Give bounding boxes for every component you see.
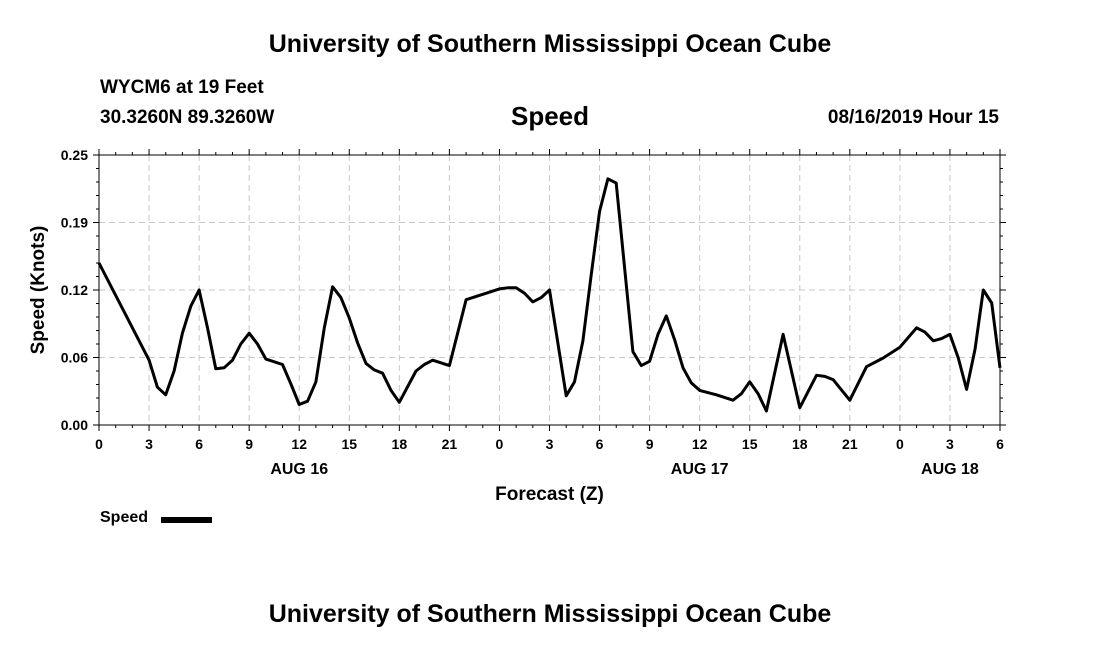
y-tick-label: 0.19 xyxy=(61,215,88,231)
x-tick-label: 12 xyxy=(291,436,307,452)
x-tick-label: 12 xyxy=(692,436,708,452)
y-tick-label: 0.25 xyxy=(61,147,88,163)
x-tick-label: 0 xyxy=(95,436,103,452)
x-tick-label: 15 xyxy=(341,436,357,452)
axes xyxy=(93,149,1006,431)
station-label: WYCM6 at 19 Feet xyxy=(100,77,264,98)
page-title: University of Southern Mississippi Ocean… xyxy=(268,30,832,58)
x-tick-label: 9 xyxy=(646,436,654,452)
x-tick-label: 21 xyxy=(842,436,858,452)
series-layer xyxy=(97,177,1002,413)
x-tick-label: 9 xyxy=(245,436,253,452)
axis-labels: 0.00 0.06 0.12 0.19 0.25 0 3 6 9 12 15 18 21 0 3 6 9 12 15… xyxy=(28,147,1004,505)
legend-swatch xyxy=(161,517,212,523)
forecast-datetime: 08/16/2019 Hour 15 xyxy=(827,107,999,128)
y-tick-label: 0.00 xyxy=(61,417,88,433)
footer-title: University of Southern Mississippi Ocean… xyxy=(268,600,832,628)
x-axis-title: Forecast (Z) xyxy=(495,484,604,505)
x-tick-label: 6 xyxy=(596,436,604,452)
x-tick-label: 3 xyxy=(946,436,954,452)
x-tick-label: 18 xyxy=(392,436,408,452)
station-coordinates: 30.3260N 89.3260W xyxy=(100,107,275,128)
plot-frame xyxy=(98,154,1001,426)
x-tick-label: 18 xyxy=(792,436,808,452)
date-label: AUG 16 xyxy=(270,461,328,478)
chart-title: Speed xyxy=(510,101,590,131)
x-tick-label: 21 xyxy=(442,436,458,452)
x-tick-label: 15 xyxy=(742,436,758,452)
date-label: AUG 18 xyxy=(921,461,979,478)
x-tick-label: 3 xyxy=(145,436,153,452)
x-tick-label: 0 xyxy=(496,436,504,452)
y-tick-label: 0.06 xyxy=(61,350,88,366)
y-tick-label: 0.12 xyxy=(61,282,88,298)
x-tick-label: 6 xyxy=(195,436,203,452)
series-line-speed xyxy=(97,177,1002,413)
date-label: AUG 17 xyxy=(671,461,729,478)
x-tick-label: 3 xyxy=(546,436,554,452)
legend-label: Speed xyxy=(100,509,149,526)
y-axis-title: Speed (Knots) xyxy=(28,226,49,355)
x-tick-label: 6 xyxy=(996,436,1004,452)
x-tick-label: 0 xyxy=(896,436,904,452)
